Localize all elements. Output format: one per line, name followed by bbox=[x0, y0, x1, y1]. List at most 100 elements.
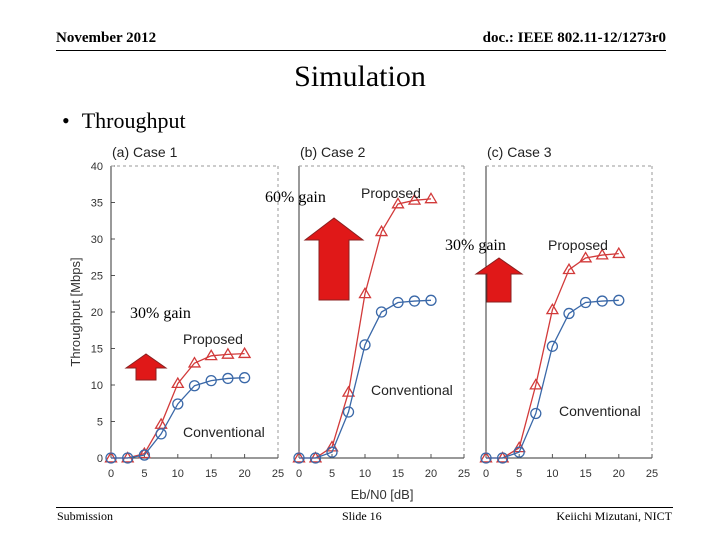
panel-title: (a) Case 1 bbox=[112, 144, 178, 160]
footer-author: Keiichi Mizutani, NICT bbox=[556, 509, 672, 523]
footer-slide-number: Slide 16 bbox=[342, 509, 382, 523]
y-tick-label: 40 bbox=[91, 161, 103, 173]
gain-label: 30% gain bbox=[445, 237, 506, 254]
proposed-series-line bbox=[486, 252, 619, 459]
bullet-item: • Throughput bbox=[62, 108, 186, 134]
proposed-data-point bbox=[424, 192, 438, 204]
proposed-legend-label: Proposed bbox=[361, 185, 421, 201]
y-tick-label: 5 bbox=[97, 417, 103, 429]
conventional-data-point bbox=[530, 407, 542, 420]
x-tick-label: 20 bbox=[425, 468, 437, 480]
proposed-data-point bbox=[358, 286, 372, 299]
conventional-data-point bbox=[579, 296, 592, 309]
conventional-series-line bbox=[111, 377, 245, 459]
gain-arrow-icon bbox=[474, 257, 524, 303]
conventional-data-point bbox=[138, 449, 151, 461]
conventional-data-point bbox=[596, 295, 608, 307]
conventional-data-point bbox=[122, 452, 134, 464]
gain-arrow-icon bbox=[303, 217, 365, 301]
proposed-data-point bbox=[529, 378, 543, 390]
proposed-data-point bbox=[374, 224, 389, 237]
x-tick-label: 5 bbox=[516, 468, 522, 480]
conventional-legend-label: Conventional bbox=[371, 382, 453, 398]
header-doc-id: doc.: IEEE 802.11-12/1273r0 bbox=[482, 30, 666, 46]
conventional-data-point bbox=[546, 340, 559, 352]
x-tick-label: 25 bbox=[272, 468, 284, 480]
x-tick-label: 20 bbox=[613, 468, 625, 480]
conventional-data-point bbox=[563, 307, 575, 320]
proposed-series-line bbox=[299, 198, 432, 459]
x-tick-label: 25 bbox=[458, 468, 470, 480]
conventional-data-point bbox=[222, 372, 234, 385]
conventional-series-line bbox=[486, 299, 619, 459]
conventional-data-point bbox=[309, 452, 322, 464]
footer-rule bbox=[56, 507, 673, 508]
proposed-legend-label: Proposed bbox=[548, 237, 608, 253]
proposed-data-point bbox=[221, 347, 235, 359]
x-tick-label: 5 bbox=[329, 468, 335, 480]
y-tick-label: 10 bbox=[91, 380, 103, 392]
proposed-data-point bbox=[391, 197, 405, 209]
proposed-data-point bbox=[187, 356, 202, 368]
x-tick-label: 0 bbox=[296, 468, 302, 480]
y-tick-label: 0 bbox=[97, 453, 103, 465]
proposed-data-point bbox=[237, 346, 252, 359]
conventional-data-point bbox=[326, 446, 338, 458]
x-tick-label: 0 bbox=[483, 468, 489, 480]
gain-label: 60% gain bbox=[265, 189, 326, 206]
conventional-series-line bbox=[299, 299, 432, 459]
proposed-data-point bbox=[479, 451, 493, 463]
x-tick-label: 15 bbox=[392, 468, 404, 480]
proposed-legend-label: Proposed bbox=[183, 331, 243, 347]
x-tick-label: 10 bbox=[172, 468, 184, 480]
proposed-data-point bbox=[545, 303, 560, 315]
x-tick-label: 5 bbox=[141, 468, 147, 480]
bullet-dot-icon: • bbox=[62, 108, 70, 133]
header-rule bbox=[56, 50, 666, 51]
y-tick-label: 35 bbox=[91, 198, 103, 210]
panel-title: (c) Case 3 bbox=[487, 144, 552, 160]
conventional-data-point bbox=[408, 295, 421, 307]
conventional-data-point bbox=[425, 294, 437, 306]
panel-title: (b) Case 2 bbox=[300, 144, 366, 160]
conventional-data-point bbox=[513, 446, 525, 458]
conventional-data-point bbox=[342, 406, 355, 418]
gain-arrow-icon bbox=[124, 353, 168, 381]
footer-submission: Submission bbox=[57, 509, 114, 523]
proposed-data-point bbox=[204, 349, 218, 361]
conventional-data-point bbox=[188, 380, 201, 392]
x-tick-label: 10 bbox=[546, 468, 558, 480]
conventional-data-point bbox=[105, 452, 117, 464]
x-tick-label: 25 bbox=[646, 468, 658, 480]
conventional-data-point bbox=[496, 452, 509, 464]
x-axis-label: Eb/N0 [dB] bbox=[351, 487, 414, 502]
x-tick-label: 10 bbox=[359, 468, 371, 480]
proposed-series-line bbox=[111, 352, 245, 459]
conventional-data-point bbox=[480, 452, 492, 464]
proposed-data-point bbox=[612, 246, 626, 259]
slide-title: Simulation bbox=[294, 60, 426, 93]
x-tick-label: 15 bbox=[205, 468, 217, 480]
y-axis-label: Throughput [Mbps] bbox=[68, 257, 83, 366]
gain-label: 30% gain bbox=[130, 305, 191, 322]
conventional-data-point bbox=[375, 306, 388, 318]
conventional-data-point bbox=[293, 452, 305, 464]
y-tick-label: 15 bbox=[91, 344, 103, 356]
proposed-data-point bbox=[292, 451, 306, 463]
conventional-legend-label: Conventional bbox=[559, 403, 641, 419]
conventional-data-point bbox=[172, 398, 184, 410]
proposed-data-point bbox=[137, 446, 152, 459]
x-tick-label: 15 bbox=[579, 468, 591, 480]
proposed-data-point bbox=[578, 251, 593, 263]
conventional-data-point bbox=[205, 374, 217, 387]
x-tick-label: 20 bbox=[238, 468, 250, 480]
proposed-data-point bbox=[407, 193, 422, 205]
y-tick-label: 25 bbox=[91, 271, 103, 283]
proposed-data-point bbox=[341, 385, 356, 397]
proposed-data-point bbox=[171, 376, 185, 389]
proposed-data-point bbox=[104, 451, 118, 463]
header-date: November 2012 bbox=[56, 30, 157, 46]
y-tick-label: 30 bbox=[91, 234, 103, 246]
conventional-legend-label: Conventional bbox=[183, 424, 265, 440]
